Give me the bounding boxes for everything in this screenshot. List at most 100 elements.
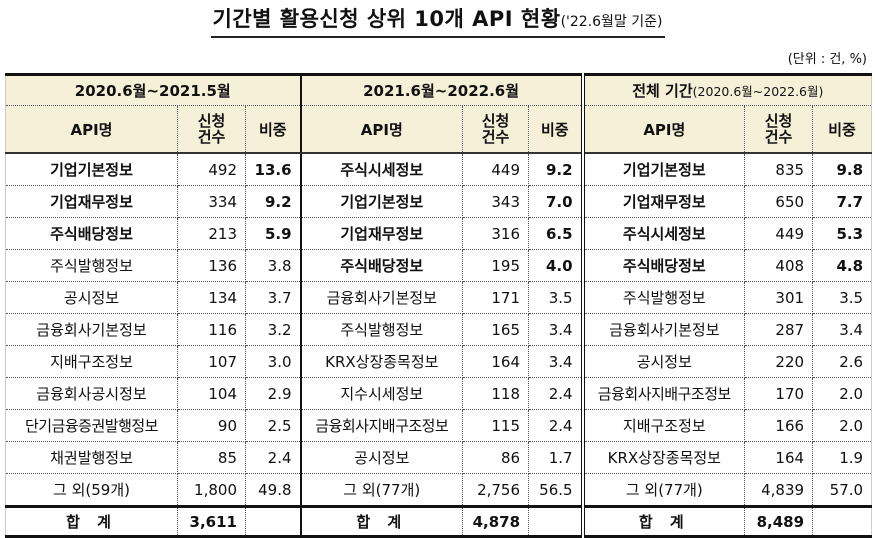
share-cell: 4.0 bbox=[528, 249, 584, 282]
table-row: 공시정보 134 3.7 금융회사기본정보 171 3.5 주식발행정보 301 3.5 bbox=[5, 281, 873, 314]
unit-note: (단위 : 건, %) bbox=[787, 52, 867, 67]
col-share-1: 비중 bbox=[244, 105, 302, 154]
request-count-cell: 343 bbox=[462, 185, 530, 218]
request-count-cell: 104 bbox=[177, 377, 246, 410]
total-count: 3,611 bbox=[177, 505, 246, 538]
table-row: 금융회사공시정보 104 2.9 지수시세정보 118 2.4 금융회사지배구조정보 170 2… bbox=[5, 377, 873, 410]
request-count-cell: 107 bbox=[177, 345, 246, 378]
others-count: 2,756 bbox=[462, 473, 530, 507]
request-count-cell: 316 bbox=[462, 217, 530, 250]
request-count-cell: 170 bbox=[744, 377, 814, 410]
others-share: 57.0 bbox=[812, 473, 873, 507]
total-row: 합 계 3,611 합 계 4,878 합 계 8,489 bbox=[5, 505, 873, 538]
share-cell: 3.0 bbox=[244, 345, 302, 378]
share-cell: 3.2 bbox=[244, 313, 302, 346]
document-title: 기간별 활용신청 상위 10개 API 현황('22.6월말 기준) bbox=[0, 6, 875, 38]
col-api-name-1: API명 bbox=[5, 105, 178, 154]
request-count-cell: 334 bbox=[177, 185, 246, 218]
request-count-cell: 449 bbox=[462, 152, 530, 186]
api-name-cell: 금융회사기본정보 bbox=[299, 281, 464, 314]
share-cell: 1.9 bbox=[812, 441, 873, 474]
share-cell: 3.8 bbox=[244, 249, 302, 282]
api-name-cell: 공시정보 bbox=[5, 281, 178, 314]
share-cell: 5.9 bbox=[244, 217, 302, 250]
request-count-cell: 118 bbox=[462, 377, 530, 410]
api-name-cell: 기업재무정보 bbox=[5, 185, 178, 218]
table-row: 주식배당정보 213 5.9 기업재무정보 316 6.5 주식시세정보 449 5.3 bbox=[5, 217, 873, 250]
col-share-2: 비중 bbox=[528, 105, 584, 154]
api-name-cell: 주식발행정보 bbox=[299, 313, 464, 346]
share-cell: 3.4 bbox=[528, 345, 584, 378]
request-count-cell: 115 bbox=[462, 409, 530, 442]
request-count-cell: 136 bbox=[177, 249, 246, 282]
others-count: 1,800 bbox=[177, 473, 246, 507]
request-count-cell: 85 bbox=[177, 441, 246, 474]
api-name-cell: 주식배당정보 bbox=[580, 249, 746, 282]
api-name-cell: 단기금융증권발행정보 bbox=[5, 409, 178, 442]
total-count: 8,489 bbox=[744, 505, 814, 538]
api-name-cell: 지배구조정보 bbox=[5, 345, 178, 378]
api-name-cell: 지수시세정보 bbox=[299, 377, 464, 410]
request-count-cell: 164 bbox=[744, 441, 814, 474]
col-count-1-line2: 건수 bbox=[197, 128, 226, 146]
period-header-row: 2020.6월~2021.5월 2021.6월~2022.6월 전체 기간(20… bbox=[4, 73, 873, 106]
share-cell: 3.5 bbox=[528, 281, 584, 314]
table-row: 단기금융증권발행정보 90 2.5 금융회사지배구조정보 115 2.4 지배구조정보 166… bbox=[5, 409, 873, 442]
share-cell: 9.2 bbox=[244, 185, 302, 218]
period-header-3: 전체 기간(2020.6월~2022.6월) bbox=[580, 73, 873, 106]
total-label: 합 계 bbox=[580, 505, 746, 538]
share-cell: 9.2 bbox=[528, 152, 584, 186]
others-label: 그 외(77개) bbox=[580, 473, 746, 507]
api-name-cell: 기업기본정보 bbox=[299, 185, 464, 218]
share-cell: 3.4 bbox=[528, 313, 584, 346]
title-subtitle: ('22.6월말 기준) bbox=[560, 14, 663, 30]
col-count-2: 신청 건수 bbox=[462, 105, 530, 154]
api-name-cell: 기업기본정보 bbox=[580, 152, 746, 186]
total-count: 4,878 bbox=[462, 505, 530, 538]
share-cell: 2.9 bbox=[244, 377, 302, 410]
api-name-cell: 채권발행정보 bbox=[5, 441, 178, 474]
col-count-2-line2: 건수 bbox=[481, 128, 510, 146]
col-count-2-line1: 신청 bbox=[481, 112, 510, 130]
title-main: 기간별 활용신청 상위 10개 API 현황 bbox=[212, 7, 561, 31]
col-count-3: 신청 건수 bbox=[744, 105, 814, 154]
col-api-name-3: API명 bbox=[580, 105, 746, 154]
share-cell: 3.4 bbox=[812, 313, 873, 346]
request-count-cell: 220 bbox=[744, 345, 814, 378]
share-cell: 5.3 bbox=[812, 217, 873, 250]
share-cell: 9.8 bbox=[812, 152, 873, 186]
total-label: 합 계 bbox=[299, 505, 464, 538]
others-label: 그 외(59개) bbox=[5, 473, 178, 507]
request-count-cell: 165 bbox=[462, 313, 530, 346]
request-count-cell: 195 bbox=[462, 249, 530, 282]
api-name-cell: KRX상장종목정보 bbox=[580, 441, 746, 474]
request-count-cell: 287 bbox=[744, 313, 814, 346]
request-count-cell: 134 bbox=[177, 281, 246, 314]
share-cell: 4.8 bbox=[812, 249, 873, 282]
api-name-cell: 주식배당정보 bbox=[5, 217, 178, 250]
share-cell: 2.0 bbox=[812, 377, 873, 410]
api-name-cell: 기업기본정보 bbox=[5, 152, 178, 186]
table-row: 지배구조정보 107 3.0 KRX상장종목정보 164 3.4 공시정보 220 2.6 bbox=[5, 345, 873, 378]
period-header-2: 2021.6월~2022.6월 bbox=[299, 73, 584, 106]
total-share bbox=[244, 505, 302, 538]
table-row: 기업기본정보 492 13.6 주식시세정보 449 9.2 기업기본정보 835 9.8 bbox=[5, 152, 873, 186]
request-count-cell: 835 bbox=[744, 152, 814, 186]
title-underline: 기간별 활용신청 상위 10개 API 현황('22.6월말 기준) bbox=[210, 6, 665, 38]
api-name-cell: KRX상장종목정보 bbox=[299, 345, 464, 378]
others-count: 4,839 bbox=[744, 473, 814, 507]
api-name-cell: 기업재무정보 bbox=[299, 217, 464, 250]
col-share-3: 비중 bbox=[812, 105, 873, 154]
period-header-3-sub: (2020.6월~2022.6월) bbox=[692, 84, 824, 99]
table-row: 주식발행정보 136 3.8 주식배당정보 195 4.0 주식배당정보 408 4.8 bbox=[5, 249, 873, 282]
api-name-cell: 주식배당정보 bbox=[299, 249, 464, 282]
col-count-3-line1: 신청 bbox=[764, 112, 793, 130]
period-header-1: 2020.6월~2021.5월 bbox=[4, 73, 302, 106]
api-name-cell: 공시정보 bbox=[580, 345, 746, 378]
column-header-row: API명 신청 건수 비중 API명 신청 건수 비중 API명 신청 건수 비중 bbox=[5, 105, 873, 154]
share-cell: 2.6 bbox=[812, 345, 873, 378]
col-count-1-line1: 신청 bbox=[197, 112, 226, 130]
request-count-cell: 164 bbox=[462, 345, 530, 378]
total-label: 합 계 bbox=[5, 505, 178, 538]
table-row: 금융회사기본정보 116 3.2 주식발행정보 165 3.4 금융회사기본정보 287 3.4 bbox=[5, 313, 873, 346]
